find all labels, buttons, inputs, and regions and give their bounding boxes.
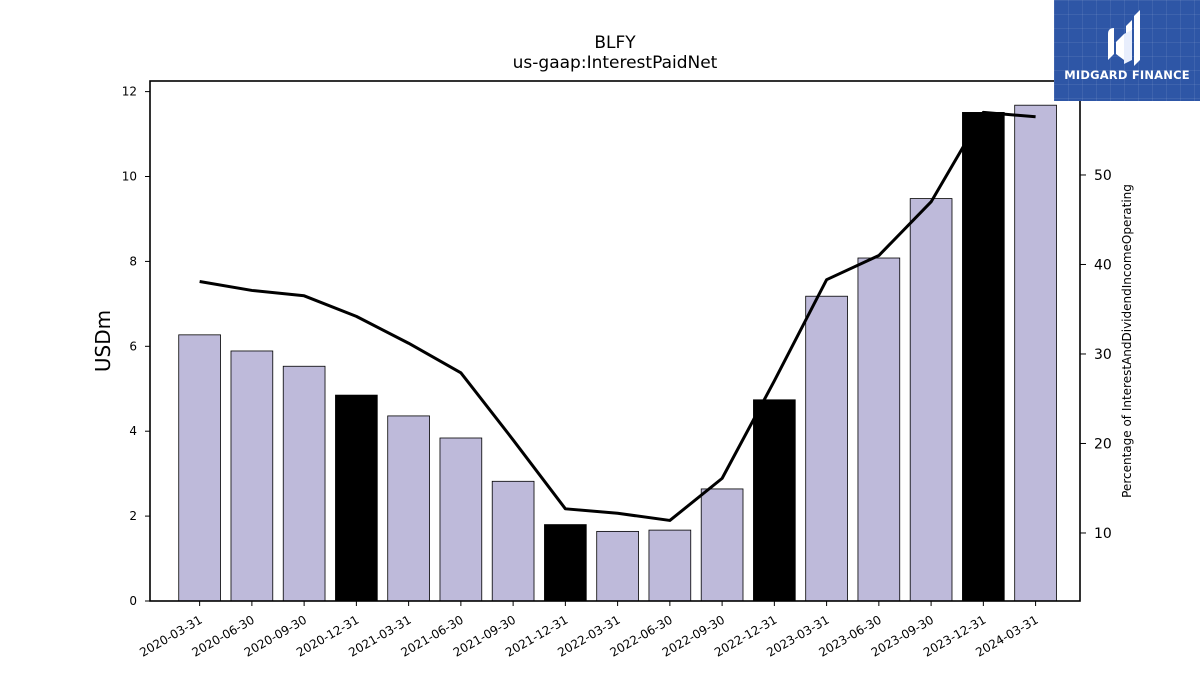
plot-frame (149, 80, 1081, 602)
chart-subtitle: us-gaap:InterestPaidNet (513, 53, 718, 73)
y2-tick-label: 50 (1094, 168, 1112, 184)
line-series (199, 110, 1036, 522)
bar (491, 480, 535, 602)
y2-tick-label: 30 (1094, 347, 1112, 363)
y-tick-label: 6 (129, 339, 137, 353)
bar (909, 198, 953, 602)
bar (805, 295, 848, 602)
brand-logo: MIDGARD FINANCE (1054, 0, 1200, 101)
y2-tick-label: 20 (1094, 436, 1112, 452)
bar (700, 488, 744, 602)
bar (178, 334, 221, 602)
y2-tick-label: 40 (1094, 257, 1112, 273)
y2-axis-label: Percentage of InterestAndDividendIncomeO… (1120, 184, 1134, 498)
y-tick-label: 10 (122, 170, 137, 184)
bar (387, 415, 430, 602)
y-tick-label: 12 (122, 85, 137, 99)
bar (335, 394, 378, 602)
logo-text: MIDGARD FINANCE (1064, 68, 1190, 82)
bar (1014, 104, 1057, 602)
bar (544, 524, 587, 602)
y-tick-label: 8 (129, 254, 137, 268)
y-tick-label: 2 (129, 509, 137, 523)
y-axis-label: USDm (91, 310, 115, 372)
bar (857, 257, 901, 602)
chart-title: BLFY (594, 33, 636, 53)
bar (230, 350, 274, 602)
y-tick-label: 4 (129, 424, 137, 438)
y2-tick-label: 10 (1094, 526, 1112, 542)
line-series-path (199, 110, 1036, 522)
bar (962, 112, 1005, 602)
bar (282, 365, 326, 602)
bar-series (178, 104, 1057, 602)
bar (753, 399, 796, 602)
y-tick-label: 0 (129, 594, 137, 608)
bar (648, 529, 692, 602)
bar (596, 530, 639, 602)
midgard-finance-logo-icon (1108, 10, 1140, 66)
bar (439, 437, 483, 602)
